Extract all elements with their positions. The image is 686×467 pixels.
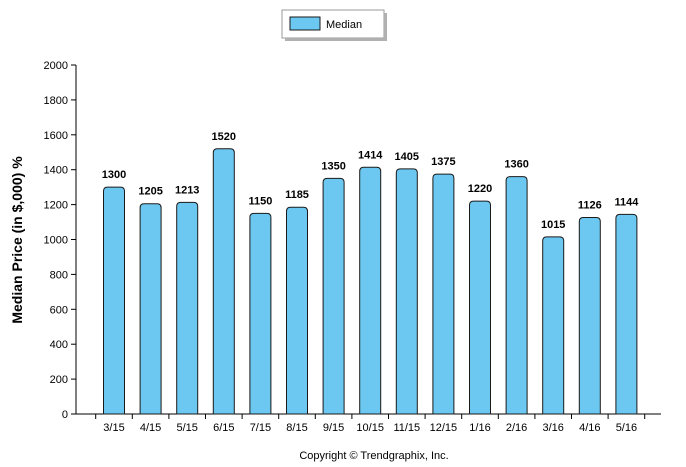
- data-label: 1144: [614, 196, 639, 208]
- x-tick-label: 3/16: [542, 422, 563, 434]
- bar-8-15: [286, 206, 308, 415]
- bars: 1300 1205 1213 1520 1150 1185 1350 1414 1405 1375…: [102, 131, 639, 415]
- legend-swatch: [289, 16, 321, 31]
- bar-9-15: [322, 177, 345, 415]
- x-axis: 3/15 4/15 5/15 6/15 7/15 8/15 9/15 10/15 11/15 12…: [76, 413, 661, 434]
- x-tick-label: 5/15: [176, 422, 197, 434]
- bar-10-15: [359, 166, 382, 415]
- data-label: 1015: [541, 219, 565, 231]
- y-tick-label: 600: [50, 304, 68, 316]
- x-tick-label: 9/15: [323, 422, 344, 434]
- y-tick-label: 1400: [44, 165, 68, 177]
- data-label: 1150: [248, 195, 272, 207]
- bar-6-15: [212, 148, 235, 415]
- bar-4-15: [139, 203, 162, 415]
- legend-box-shadow-bottom: [285, 38, 387, 41]
- bar-3-15: [103, 186, 125, 415]
- data-label: 1520: [212, 131, 236, 143]
- bar-12-15: [432, 173, 455, 415]
- bar-11-15: [395, 168, 418, 415]
- x-tick-label: 5/16: [616, 422, 637, 434]
- data-label: 1414: [358, 149, 383, 161]
- y-axis-label: Median Price (in $,000) %: [9, 156, 25, 324]
- y-tick-label: 0: [62, 409, 68, 421]
- bar-5-16: [615, 213, 638, 415]
- legend-label-median: Median: [326, 19, 362, 31]
- bar-4-16: [578, 217, 601, 415]
- copyright-footer: Copyright © Trendgraphix, Inc.: [299, 450, 448, 462]
- bar-1-16: [469, 200, 491, 415]
- y-tick-label: 400: [50, 339, 68, 351]
- y-tick-label: 2000: [44, 60, 68, 72]
- data-label: 1205: [138, 186, 162, 198]
- legend: Median: [281, 9, 387, 41]
- x-tick-label: 4/16: [579, 422, 600, 434]
- bar-5-15: [176, 201, 199, 415]
- y-tick-label: 1800: [44, 95, 68, 107]
- x-tick-label: 10/15: [356, 422, 384, 434]
- y-tick-label: 1000: [44, 235, 68, 247]
- x-tick-label: 8/15: [286, 422, 307, 434]
- data-label: 1185: [285, 189, 309, 201]
- data-label: 1360: [504, 159, 528, 171]
- data-label: 1375: [431, 156, 455, 168]
- legend-box-shadow: [384, 13, 387, 41]
- y-tick-label: 1600: [44, 130, 68, 142]
- bar-3-16: [542, 236, 565, 415]
- x-tick-label: 6/15: [213, 422, 234, 434]
- x-tick-label: 3/15: [103, 422, 124, 434]
- bar-2-16: [505, 176, 528, 415]
- x-tick-label: 2/16: [506, 422, 527, 434]
- y-tick-label: 800: [50, 269, 68, 281]
- bar-7-15: [249, 212, 272, 415]
- x-tick-label: 11/15: [393, 422, 420, 434]
- x-tick-label: 12/15: [430, 422, 458, 434]
- y-tick-label: 1200: [44, 200, 68, 212]
- x-tick-label: 7/15: [250, 422, 271, 434]
- data-label: 1405: [395, 151, 419, 163]
- y-tick-label: 200: [50, 374, 68, 386]
- data-label: 1350: [321, 160, 345, 172]
- data-label: 1220: [468, 183, 492, 195]
- y-axis: 0 200 400 600 800 1000 1200 1400 1600 1800 2000: [44, 60, 77, 421]
- data-label: 1213: [175, 184, 199, 196]
- x-tick-label: 1/16: [469, 422, 490, 434]
- data-label: 1300: [102, 169, 126, 181]
- data-label: 1126: [578, 200, 602, 212]
- x-tick-label: 4/15: [140, 422, 161, 434]
